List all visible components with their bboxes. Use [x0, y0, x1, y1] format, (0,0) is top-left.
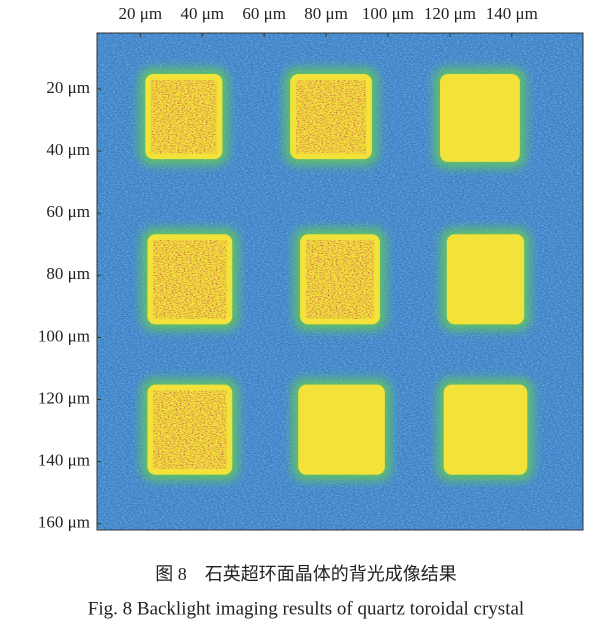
- caption-cn: 图 8 石英超环面晶体的背光成像结果: [155, 564, 457, 584]
- region-core: [153, 390, 227, 469]
- y-tick-label: 40 μm: [46, 140, 90, 159]
- region-core: [151, 80, 217, 154]
- plot-frame: [96, 32, 584, 531]
- y-tick-label: 120 μm: [38, 388, 90, 407]
- y-tick-label: 60 μm: [46, 202, 90, 221]
- x-tick-label: 20 μm: [119, 4, 163, 23]
- region: [298, 384, 385, 475]
- region: [443, 384, 528, 475]
- x-tick-label: 40 μm: [180, 4, 224, 23]
- region: [446, 234, 525, 325]
- y-tick-label: 160 μm: [38, 513, 90, 532]
- x-tick-label: 140 μm: [486, 4, 538, 23]
- region-core: [153, 240, 227, 319]
- y-tick-label: 140 μm: [38, 451, 90, 470]
- x-tick-label: 100 μm: [362, 4, 414, 23]
- x-tick-label: 60 μm: [242, 4, 286, 23]
- x-tick-label: 120 μm: [424, 4, 476, 23]
- y-tick-label: 80 μm: [46, 264, 90, 283]
- plot-area: [97, 33, 583, 530]
- y-tick-label: 100 μm: [38, 326, 90, 345]
- region-core: [306, 240, 374, 319]
- region-core: [296, 80, 366, 154]
- x-tick-label: 80 μm: [304, 4, 348, 23]
- region: [439, 74, 520, 162]
- caption: Fig. 8 Backlight imaging results of quar…: [88, 598, 524, 619]
- y-tick-label: 20 μm: [46, 78, 90, 97]
